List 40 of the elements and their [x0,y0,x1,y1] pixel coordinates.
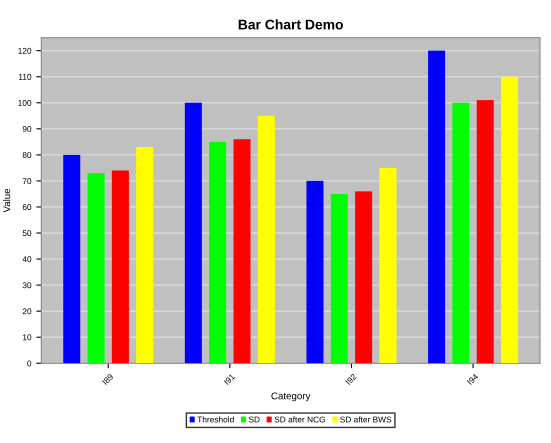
y-tick-label: 80 [22,152,32,158]
legend-label: Threshold [197,416,234,422]
bar [379,168,396,364]
y-axis-title: Value [3,188,10,212]
legend-label: SD [248,416,260,422]
legend-label: SD after BWS [340,416,392,422]
bar [136,147,154,364]
bar [476,100,494,364]
legend-label: SD after NCG [274,416,325,422]
y-tick-label: 110 [18,74,32,80]
bar [112,170,129,364]
y-tick-label: 70 [22,178,32,184]
y-tick-label: 120 [18,48,32,54]
bar [501,76,518,364]
bar [428,50,446,364]
bar [306,180,324,364]
y-tick-label: 40 [22,256,32,262]
x-tick-label: I91 [224,373,236,385]
bar [452,102,470,364]
bar [88,173,105,364]
y-tick-label: 60 [22,204,32,210]
chart-title: Bar Chart Demo [238,19,343,30]
bar [209,142,226,364]
x-tick-label: I89 [102,373,114,385]
bar [330,194,348,364]
y-tick-label: 100 [18,100,32,106]
bar [63,154,80,364]
y-tick-label: 0 [27,360,32,366]
y-tick-label: 30 [22,282,32,288]
bar [233,139,251,364]
bar [184,102,202,364]
y-tick-label: 20 [22,308,32,314]
y-tick-label: 50 [22,230,32,236]
y-tick-label: 90 [22,126,32,132]
x-tick-label: I94 [466,373,479,385]
bar [258,116,275,364]
bar [355,191,372,364]
x-axis-title: Category [271,392,310,402]
x-tick-label: I92 [345,373,357,385]
y-tick-label: 10 [22,334,32,340]
